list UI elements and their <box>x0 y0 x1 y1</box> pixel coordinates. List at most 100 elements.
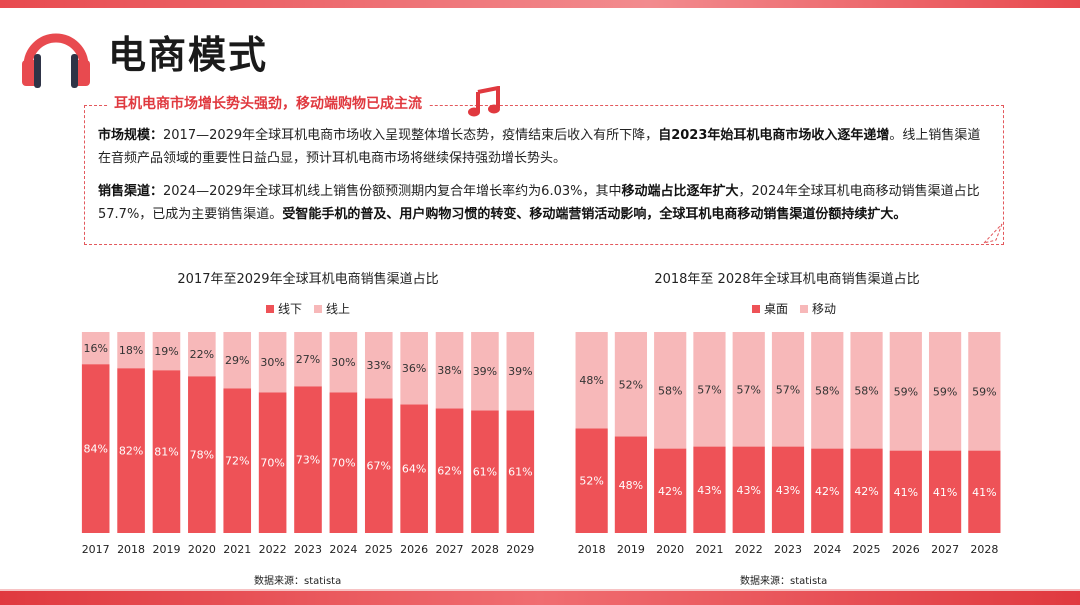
x-tick-label: 2025 <box>853 543 881 556</box>
bar-segment-upper <box>614 332 648 437</box>
bar-segment-lower <box>732 446 765 533</box>
bar-segment-lower <box>188 376 216 533</box>
chart-1-svg: 84% 16% 2017 82% 18% 2018 81% 19% 2019 78% 22% 2020… <box>81 332 535 556</box>
bar-segment-upper <box>400 332 428 405</box>
data-label: 48% <box>619 479 643 492</box>
bar-segment-upper <box>811 332 844 449</box>
music-note-icon <box>468 86 500 117</box>
summary-panel <box>84 105 1004 245</box>
bar-segment-lower <box>294 386 322 533</box>
data-label: 78% <box>190 449 214 462</box>
data-label: 61% <box>473 466 497 479</box>
bar-segment-lower <box>771 446 805 533</box>
sales-channel-highlight: 移动端占比逐年扩大 <box>621 184 739 199</box>
bar-segment-lower <box>258 392 287 533</box>
data-label: 16% <box>83 342 107 355</box>
bar-segment-lower <box>152 370 181 533</box>
data-label: 57% <box>697 383 721 396</box>
bar-segment-upper <box>435 332 464 409</box>
data-label: 59% <box>933 385 957 398</box>
sales-channel-highlight-2: 受智能手机的普及、用户购物习惯的转变、移动端营销活动影响，全球耳机电商移动销售渠… <box>282 207 907 222</box>
bar-segment-upper <box>928 332 962 451</box>
x-tick-label: 2022 <box>735 543 763 556</box>
x-tick-label: 2021 <box>223 543 251 556</box>
bar-segment-upper <box>654 332 687 449</box>
data-label: 67% <box>367 460 391 473</box>
bar-segment-lower <box>81 364 110 533</box>
legend-item-mobile: 移动 <box>800 300 836 317</box>
bar-segment-upper <box>294 332 322 387</box>
bar-segment-upper <box>223 332 252 389</box>
data-label: 64% <box>402 463 426 476</box>
bar-segment-lower <box>329 392 358 533</box>
legend-item-desktop: 桌面 <box>752 300 788 317</box>
data-label: 48% <box>579 374 603 387</box>
data-label: 30% <box>331 356 355 369</box>
market-size-text: 2017—2029年全球耳机电商市场收入呈现整体增长态势，疫情结束后收入有所下降… <box>163 128 659 143</box>
bar-segment-upper <box>329 332 358 393</box>
bar-segment-upper <box>364 332 393 399</box>
bar-segment-lower <box>506 410 535 533</box>
bar-segment-lower <box>117 368 145 533</box>
bar-segment-lower <box>968 450 1001 533</box>
data-label: 72% <box>225 455 249 468</box>
bar-segment-lower <box>889 450 922 533</box>
data-label: 84% <box>83 443 107 456</box>
bar-segment-upper <box>968 332 1001 451</box>
data-label: 30% <box>260 356 284 369</box>
bar-segment-upper <box>693 332 726 447</box>
chart-1-legend: 线下 线上 <box>266 300 350 317</box>
chart-1-title: 2017年至2029年全球耳机电商销售渠道占比 <box>177 272 439 287</box>
sales-channel-text: 2024—2029年全球耳机线上销售份额预测期内复合年增长率约为6.03%，其中 <box>163 184 622 199</box>
x-tick-label: 2020 <box>188 543 216 556</box>
data-label: 52% <box>619 378 643 391</box>
x-tick-label: 2018 <box>578 543 606 556</box>
folded-corner-icon <box>982 222 1003 244</box>
bar-segment-upper <box>117 332 145 369</box>
bar-segment-upper <box>258 332 287 393</box>
x-tick-label: 2024 <box>813 543 841 556</box>
data-label: 81% <box>154 446 178 459</box>
bar-segment-lower <box>223 388 252 533</box>
bar-segment-upper <box>81 332 110 365</box>
bottom-divider <box>0 589 1080 591</box>
data-label: 42% <box>854 485 878 498</box>
bar-segment-lower <box>614 436 648 533</box>
market-size-highlight: 自2023年始耳机电商市场收入逐年递增 <box>658 128 890 143</box>
data-label: 52% <box>579 475 603 488</box>
bar-segment-upper <box>188 332 216 377</box>
bar-segment-upper <box>506 332 535 411</box>
data-label: 59% <box>894 385 918 398</box>
data-label: 43% <box>697 484 721 497</box>
x-tick-label: 2028 <box>970 543 998 556</box>
bar-segment-lower <box>435 408 464 533</box>
chart-1-source: 数据来源：statista <box>254 576 342 587</box>
bar-segment-lower <box>811 448 844 533</box>
data-label: 73% <box>296 454 320 467</box>
bar-segment-upper <box>575 332 608 429</box>
x-tick-label: 2023 <box>294 543 322 556</box>
sales-channel-paragraph: 销售渠道：2024—2029年全球耳机线上销售份额预测期内复合年增长率约为6.0… <box>98 180 988 226</box>
bar-segment-lower <box>575 428 608 533</box>
x-tick-label: 2022 <box>259 543 287 556</box>
data-label: 57% <box>776 383 800 396</box>
data-label: 22% <box>190 348 214 361</box>
bar-segment-lower <box>928 450 962 533</box>
x-tick-label: 2019 <box>617 543 645 556</box>
data-label: 41% <box>894 486 918 499</box>
data-label: 42% <box>815 485 839 498</box>
bar-segment-upper <box>771 332 805 447</box>
market-size-paragraph: 市场规模：2017—2029年全球耳机电商市场收入呈现整体增长态势，疫情结束后收… <box>98 124 988 170</box>
legend-item-offline: 线下 <box>266 300 302 317</box>
data-label: 82% <box>119 445 143 458</box>
x-tick-label: 2028 <box>471 543 499 556</box>
x-tick-label: 2023 <box>774 543 802 556</box>
page-title: 电商模式 <box>108 33 269 77</box>
data-label: 18% <box>119 344 143 357</box>
data-label: 38% <box>437 364 461 377</box>
x-tick-label: 2018 <box>117 543 145 556</box>
chart-2-svg: 52% 48% 2018 48% 52% 2019 42% 58% 2020 43% 57% 2021… <box>575 332 1001 556</box>
x-tick-label: 2029 <box>506 543 534 556</box>
bar-segment-lower <box>400 404 428 533</box>
headphones-icon <box>22 33 90 88</box>
